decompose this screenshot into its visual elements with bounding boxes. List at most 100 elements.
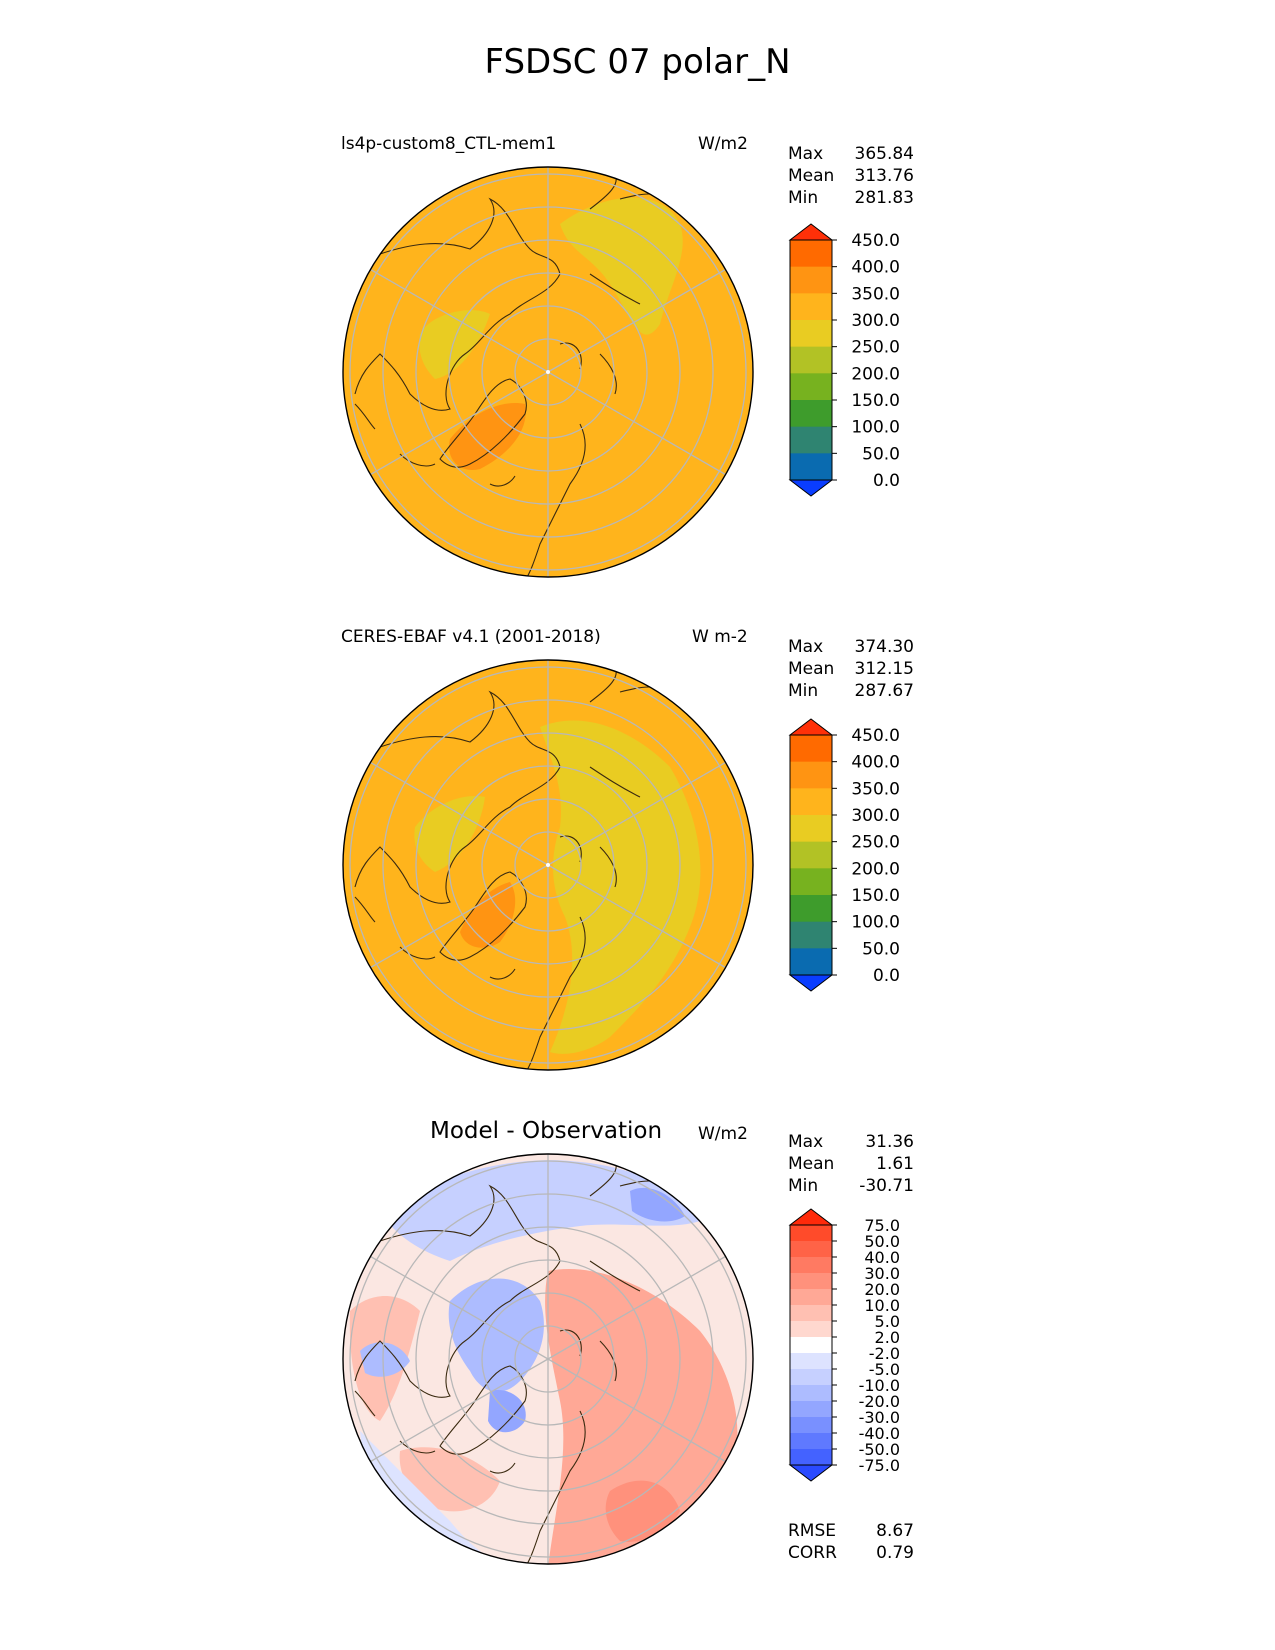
colorbar-tick-label: 50.0: [862, 444, 900, 464]
colorbar-tick-label: 400.0: [851, 753, 900, 773]
stats-obs: Max 374.30 Mean 312.15 Min 287.67: [788, 636, 914, 702]
stat-label: Max: [788, 144, 824, 164]
colorbar-tick-label: -20.0: [859, 1392, 900, 1411]
colorbar-tick-label: 50.0: [864, 1232, 900, 1251]
map-boundary: [342, 166, 754, 578]
panel-title-obs: CERES-EBAF v4.1 (2001-2018): [341, 627, 601, 647]
stats-diff: Max 31.36 Mean 1.61 Min -30.71: [788, 1131, 914, 1197]
colorbar-cell: [790, 1321, 832, 1338]
colorbar-cell: [790, 1369, 832, 1386]
colorbar-cell: [790, 1257, 832, 1274]
stat-label: Max: [788, 637, 824, 657]
colorbar-cell: [790, 841, 832, 869]
polar-map-diff: [342, 1153, 754, 1565]
colorbar-tick-label: -10.0: [859, 1376, 900, 1395]
colorbar-cell: [790, 1241, 832, 1258]
colorbar-tick-label: 40.0: [864, 1248, 900, 1267]
colorbar-tick-label: 450.0: [851, 726, 900, 746]
colorbar-cell: [790, 1225, 832, 1242]
colorbar-tick-label: 0.0: [873, 471, 900, 491]
field-region-negative: [360, 1342, 410, 1377]
colorbar-tick-label: 20.0: [864, 1280, 900, 1299]
field-region-yellow: [560, 197, 683, 335]
field-region-positive-strong: [605, 1480, 680, 1542]
graticule: [349, 167, 747, 577]
colorbar-cell: [790, 293, 832, 321]
field-region-negative: [448, 1278, 544, 1392]
colorbar-tick-label: -40.0: [859, 1424, 900, 1443]
colorbar-tick-label: 100.0: [851, 913, 900, 933]
colorbar-tick-label: 10.0: [864, 1296, 900, 1315]
colorbar-outline: [789, 734, 833, 976]
colorbar-diff: 75.050.040.030.020.010.05.02.0-2.0-5.0-1…: [788, 1208, 900, 1482]
colorbar-cell: [790, 1385, 832, 1402]
colorbar-tick-label: 350.0: [851, 284, 900, 304]
colorbar-cell: [790, 815, 832, 843]
colorbar-cell: [790, 921, 832, 949]
colorbar-tick-label: 50.0: [862, 939, 900, 959]
colorbar-tick-label: 200.0: [851, 364, 900, 384]
colorbar-tick-label: -30.0: [859, 1408, 900, 1427]
stat-value: 1.61: [876, 1154, 914, 1174]
colorbar-cell: [790, 266, 832, 294]
colorbar-cell: [790, 1353, 832, 1370]
stat-value: 281.83: [854, 188, 914, 208]
stat-value: 365.84: [854, 144, 914, 164]
colorbar-tick-label: -2.0: [869, 1344, 900, 1363]
colorbar-cell: [790, 948, 832, 976]
colorbar-tick-label: 350.0: [851, 779, 900, 799]
colorbar-tick-label: 5.0: [875, 1312, 900, 1331]
colorbar-cell: [790, 240, 832, 268]
colorbar-tick-label: 0.0: [873, 966, 900, 986]
stat-value: 374.30: [854, 637, 914, 657]
stat-label: Min: [788, 188, 819, 208]
colorbar-tick-label: -75.0: [859, 1456, 900, 1475]
colorbar-cell: [790, 346, 832, 374]
stat-value: 287.67: [854, 681, 914, 701]
colorbar-tick-label: -5.0: [869, 1360, 900, 1379]
field-region-yellow: [419, 310, 490, 379]
colorbar-cell: [790, 1449, 832, 1466]
colorbar-tick-label: 150.0: [851, 886, 900, 906]
stats-model: Max 365.84 Mean 313.76 Min 281.83: [788, 143, 914, 209]
graticule: [349, 1154, 747, 1564]
colorbar-tick-label: 300.0: [851, 806, 900, 826]
colorbar-extend-max: [788, 1208, 834, 1226]
colorbar-extend-min: [788, 974, 834, 992]
colorbar-cell: [790, 400, 832, 428]
panel-title-diff: Model - Observation: [430, 1118, 663, 1144]
colorbar-tick-label: 300.0: [851, 311, 900, 331]
colorbar-tick-label: 30.0: [864, 1264, 900, 1283]
coastlines: [354, 666, 671, 1070]
panel-units-obs: W m-2: [692, 627, 748, 647]
colorbar-tick-label: 250.0: [851, 833, 900, 853]
colorbar-tick-label: 75.0: [864, 1216, 900, 1235]
map-boundary: [342, 659, 754, 1071]
colorbar-tick-label: -50.0: [859, 1440, 900, 1459]
pole-marker: [546, 863, 550, 867]
field-region-yellow: [540, 720, 701, 1054]
colorbar-cell: [790, 1337, 832, 1354]
field-region-positive: [399, 1447, 500, 1512]
polar-map-model: [342, 166, 754, 578]
stat-label: Min: [788, 1176, 819, 1196]
colorbar-cell: [790, 895, 832, 923]
colorbar-obs: 450.0 400.0 350.0 300.0 250.0 200.0 150.0 100.0…: [788, 718, 900, 992]
colorbar-cell: [790, 426, 832, 454]
colorbar-tick-label: 200.0: [851, 859, 900, 879]
stat-label: Mean: [788, 659, 835, 679]
field-region-negative-strong: [630, 1187, 685, 1222]
colorbar-tick-label: 150.0: [851, 391, 900, 411]
stat-value: 312.15: [854, 659, 914, 679]
stat-value: -30.71: [859, 1176, 914, 1196]
figure-title: FSDSC 07 polar_N: [484, 42, 791, 82]
colorbar-cell: [790, 761, 832, 789]
map-boundary: [342, 1153, 754, 1565]
stat-label: Mean: [788, 1154, 835, 1174]
colorbar-extend-max: [788, 223, 834, 241]
colorbar-outline: [789, 239, 833, 481]
colorbar-cell: [790, 1433, 832, 1450]
stat-label: Min: [788, 681, 819, 701]
colorbar-extend-max: [788, 718, 834, 736]
colorbar-cell: [790, 735, 832, 763]
